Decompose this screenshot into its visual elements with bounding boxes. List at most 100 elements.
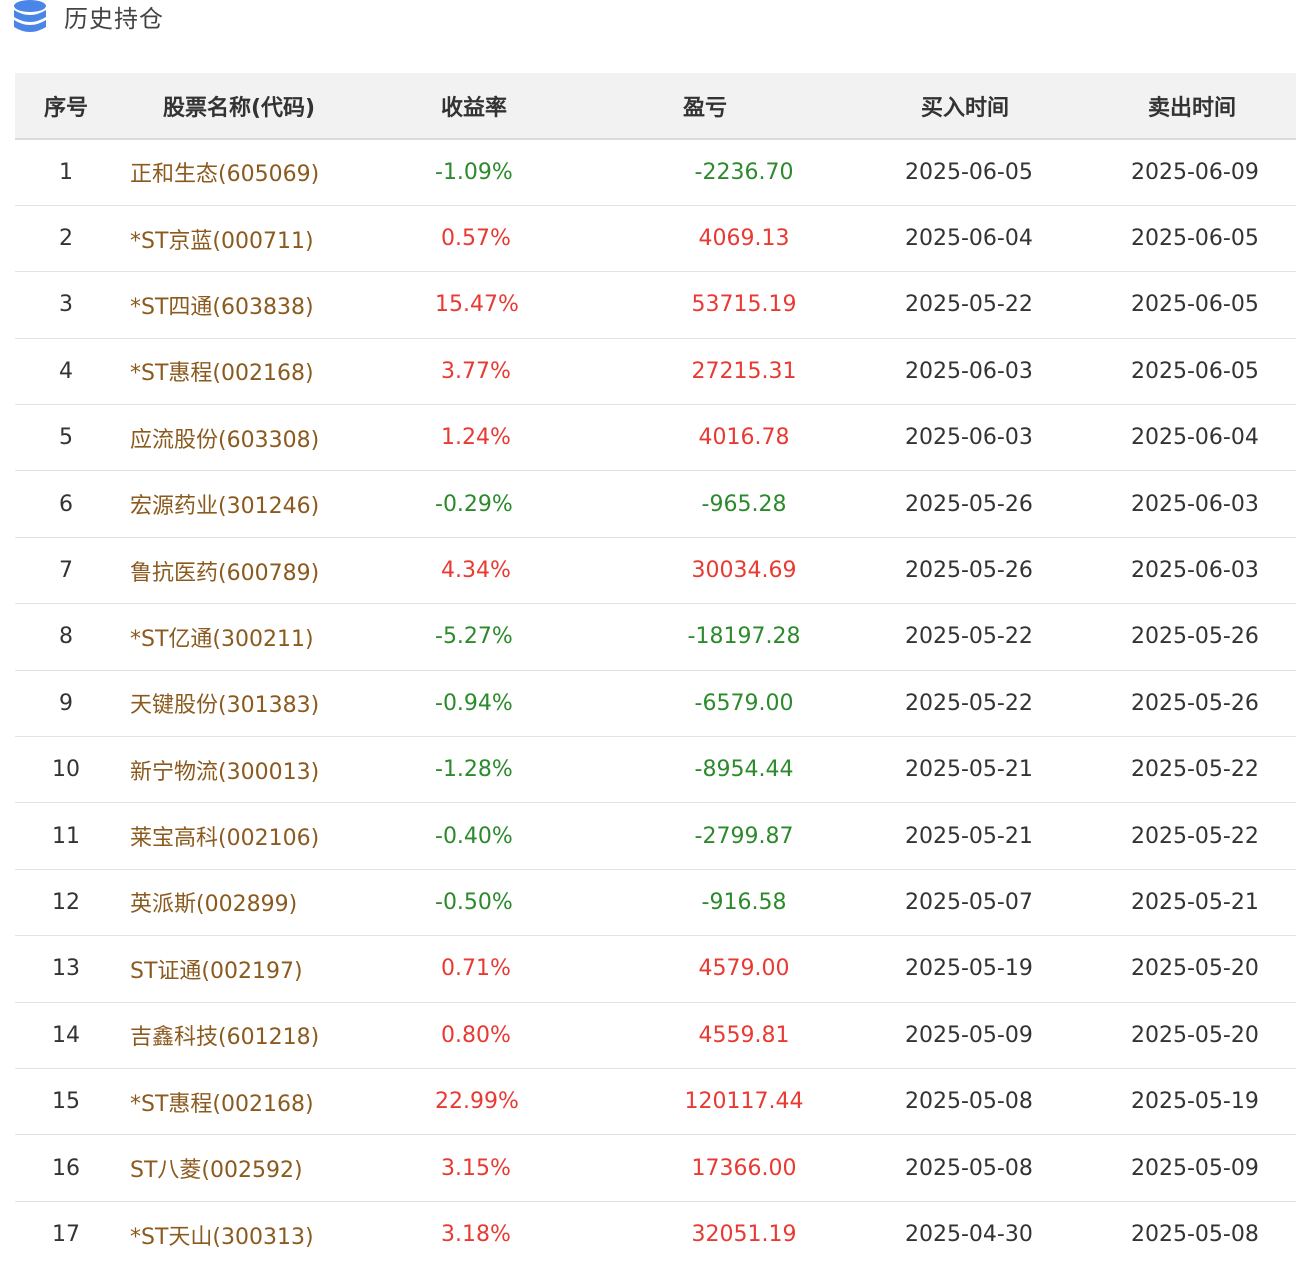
stock-name-link[interactable]: *ST京蓝(000711) (130, 228, 314, 254)
table-row: 11 莱宝高科(002106) -0.40% -2799.87 2025-05-21 20… (15, 802, 1296, 870)
buy-time: 2025-06-05 (881, 139, 1131, 206)
profit-loss: 30034.69 (639, 537, 881, 605)
buy-time: 2025-05-08 (881, 1134, 1131, 1202)
profit-loss: -916.58 (639, 869, 881, 937)
sell-time: 2025-05-09 (1131, 1134, 1296, 1202)
stock-name-link[interactable]: 英派斯(002899) (130, 892, 298, 918)
table-row: 3 *ST四通(603838) 15.47% 53715.19 2025-05-22 20… (15, 271, 1296, 339)
return-rate: -0.50% (417, 869, 639, 937)
table-row: 7 鲁抗医药(600789) 4.34% 30034.69 2025-05-26 2025… (15, 537, 1296, 605)
row-number: 5 (15, 404, 117, 472)
table-row: 1 正和生态(605069) -1.09% -2236.70 2025-06-05 202… (15, 139, 1296, 206)
table-row: 15 *ST惠程(002168) 22.99% 120117.44 2025-05-08… (15, 1068, 1296, 1136)
buy-time: 2025-04-30 (905, 1222, 1033, 1248)
profit-loss: -6579.00 (639, 670, 881, 738)
buy-time: 2025-05-22 (881, 603, 1131, 671)
stock-name-link[interactable]: 天键股份(301383) (130, 693, 320, 719)
buy-time: 2025-05-09 (881, 1002, 1131, 1069)
stock-name-cell: 新宁物流(300013) (117, 736, 417, 804)
stock-name-link[interactable]: *ST惠程(002168) (130, 361, 314, 387)
row-number: 7 (15, 537, 117, 605)
sell-time: 2025-06-03 (1131, 537, 1296, 605)
stock-name-link[interactable]: ST证通(002197) (130, 958, 303, 984)
stock-name-link[interactable]: 新宁物流(300013) (130, 759, 320, 785)
sell-time: 2025-06-05 (1131, 338, 1296, 406)
buy-time: 2025-06-03 (881, 404, 1131, 472)
col-header-no: 序号 (15, 73, 117, 140)
return-rate: -1.09% (417, 139, 639, 206)
table-row: 10 新宁物流(300013) -1.28% -8954.44 2025-05-21 20… (15, 736, 1296, 804)
return-rate: 3.18% (441, 1222, 511, 1248)
table-row: 12 英派斯(002899) -0.50% -916.58 2025-05-07 2025… (15, 869, 1296, 937)
return-rate: -0.29% (417, 470, 639, 538)
stock-name-link[interactable]: *ST天山(300313) (130, 1224, 314, 1250)
sell-time: 2025-05-26 (1131, 603, 1296, 671)
row-number: 9 (15, 670, 117, 738)
stock-name-cell: *ST亿通(300211) (117, 603, 417, 671)
section-header: 历史持仓 (0, 0, 1296, 40)
buy-time: 2025-05-22 (881, 670, 1131, 738)
col-header-return: 收益率 (417, 73, 639, 140)
stock-name-link[interactable]: 吉鑫科技(601218) (130, 1025, 320, 1051)
row-number: 8 (15, 603, 117, 671)
return-rate: 22.99% (417, 1068, 639, 1136)
return-rate: 0.71% (417, 935, 639, 1003)
buy-time: 2025-05-26 (881, 537, 1131, 605)
row-number: 16 (15, 1134, 117, 1202)
row-number: 15 (15, 1068, 117, 1136)
return-rate: -0.94% (417, 670, 639, 738)
profit-loss: 4579.00 (639, 935, 881, 1003)
row-number: 4 (15, 338, 117, 406)
stock-name-cell: ST八菱(002592) (117, 1134, 417, 1202)
return-rate: -5.27% (417, 603, 639, 671)
stock-name-cell: 应流股份(603308) (117, 404, 417, 472)
col-header-pnl: 盈亏 (639, 73, 881, 140)
table-row: 8 *ST亿通(300211) -5.27% -18197.28 2025-05-22 2… (15, 603, 1296, 671)
buy-time: 2025-06-03 (881, 338, 1131, 406)
row-number: 1 (15, 139, 117, 206)
stock-name-link[interactable]: ST八菱(002592) (130, 1158, 303, 1184)
sell-time: 2025-05-22 (1131, 736, 1296, 804)
sell-time: 2025-05-08 (1131, 1222, 1259, 1248)
table-row: 14 吉鑫科技(601218) 0.80% 4559.81 2025-05-09 2025… (15, 1002, 1296, 1069)
stock-name-link[interactable]: *ST亿通(300211) (130, 626, 314, 652)
profit-loss: 120117.44 (639, 1068, 881, 1136)
stock-name-link[interactable]: 宏源药业(301246) (130, 494, 320, 520)
row-number: 14 (15, 1002, 117, 1069)
row-number: 6 (15, 470, 117, 538)
col-header-sell-time: 卖出时间 (1131, 73, 1296, 140)
stock-name-cell: 鲁抗医药(600789) (117, 537, 417, 605)
sell-time: 2025-05-26 (1131, 670, 1296, 738)
table-row: 6 宏源药业(301246) -0.29% -965.28 2025-05-26 2025… (15, 470, 1296, 538)
profit-loss: 27215.31 (639, 338, 881, 406)
buy-time: 2025-05-21 (881, 736, 1131, 804)
sell-time: 2025-05-21 (1131, 869, 1296, 937)
return-rate: 4.34% (417, 537, 639, 605)
return-rate: 3.15% (417, 1134, 639, 1202)
stock-name-link[interactable]: 鲁抗医药(600789) (130, 560, 320, 586)
stock-name-link[interactable]: 莱宝高科(002106) (130, 826, 320, 852)
profit-loss: -2236.70 (639, 139, 881, 206)
return-rate: 0.57% (417, 205, 639, 273)
stock-name-cell: *ST惠程(002168) (117, 1068, 417, 1136)
stock-name-link[interactable]: 正和生态(605069) (130, 162, 320, 188)
sell-time: 2025-06-05 (1131, 271, 1296, 339)
stock-name-link[interactable]: 应流股份(603308) (130, 427, 320, 453)
sell-time: 2025-05-19 (1131, 1068, 1296, 1136)
history-holdings-table: 序号 股票名称(代码) 收益率 盈亏 买入时间 卖出时间 1 正和生态(60506… (15, 73, 1296, 1268)
stock-name-cell: *ST京蓝(000711) (117, 205, 417, 273)
profit-loss: -2799.87 (639, 802, 881, 870)
stock-name-cell: ST证通(002197) (117, 935, 417, 1003)
stock-name-link[interactable]: *ST四通(603838) (130, 294, 314, 320)
profit-loss: -965.28 (639, 470, 881, 538)
col-header-stock-name: 股票名称(代码) (117, 73, 417, 140)
stock-name-cell: *ST四通(603838) (117, 271, 417, 339)
profit-loss: 17366.00 (639, 1134, 881, 1202)
table-row: 16 ST八菱(002592) 3.15% 17366.00 2025-05-08 202… (15, 1134, 1296, 1202)
col-header-buy-time: 买入时间 (881, 73, 1131, 140)
buy-time: 2025-05-19 (881, 935, 1131, 1003)
return-rate: 0.80% (417, 1002, 639, 1069)
table-row: 9 天键股份(301383) -0.94% -6579.00 2025-05-22 202… (15, 670, 1296, 738)
stock-name-link[interactable]: *ST惠程(002168) (130, 1091, 314, 1117)
stock-name-cell: *ST惠程(002168) (117, 338, 417, 406)
